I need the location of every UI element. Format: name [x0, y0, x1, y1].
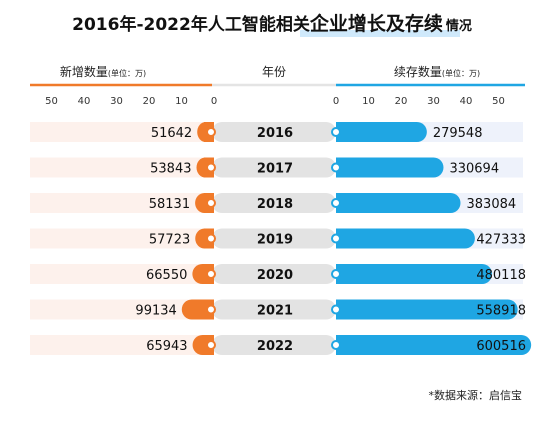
- right-axis-tick-label: 40: [460, 96, 473, 107]
- stock-count-bar: [336, 264, 493, 284]
- new-count-value-label: 57723: [149, 233, 190, 248]
- new-count-value-label: 51642: [151, 126, 192, 141]
- year-label: 2020: [257, 268, 293, 283]
- new-count-dot: [206, 340, 216, 350]
- new-count-value-label: 66550: [146, 268, 187, 283]
- stock-count-bar: [336, 335, 532, 355]
- left-axis-tick-label: 40: [78, 96, 91, 107]
- left-row-band: [30, 299, 214, 320]
- new-count-dot: [206, 127, 216, 137]
- year-pill: [212, 335, 336, 355]
- stock-count-dot: [331, 233, 341, 244]
- year-label: 2022: [257, 339, 293, 354]
- source-note: *数据来源：启信宝: [429, 388, 523, 402]
- stock-count-value-label: 600516: [476, 339, 526, 354]
- right-axis-tick-label: 50: [492, 96, 505, 107]
- right-axis-tick-label: 0: [333, 96, 339, 107]
- year-pill: [212, 157, 336, 178]
- left-axis-tick-label: 10: [175, 96, 188, 107]
- stock-count-dot: [331, 269, 341, 279]
- stock-count-bar: [336, 228, 475, 249]
- stock-count-value-label: 279548: [433, 126, 483, 141]
- left-axis-tick-label: 0: [211, 96, 217, 107]
- new-count-value-label: 65943: [146, 339, 187, 354]
- new-count-value-label: 53843: [150, 162, 191, 177]
- stock-count-dot: [331, 304, 341, 315]
- axis-layer: 50 40 30 20 10 0 0 10 20 30 40 50: [45, 96, 505, 107]
- chart-title-part2: 企业增长及存续: [309, 12, 443, 35]
- new-count-dot: [206, 304, 216, 315]
- stock-count-bar: [336, 299, 518, 320]
- year-pill: [212, 228, 336, 249]
- year-label: 2019: [257, 233, 293, 248]
- stock-count-value-label: 480118: [476, 268, 526, 283]
- stock-count-value-label: 427333: [476, 233, 526, 248]
- right-header-label: 续存数量: [394, 64, 442, 79]
- left-row-band: [30, 193, 214, 213]
- new-count-value-label: 99134: [135, 304, 176, 319]
- row-layer: 2016 51642 279548 2017 53843 330694 2018 58131 3…: [30, 122, 532, 355]
- year-pill: [212, 264, 336, 284]
- stock-count-value-label: 558918: [476, 304, 526, 319]
- stock-count-dot: [331, 340, 341, 350]
- left-header-unit: (单位：万): [108, 68, 146, 78]
- chart-title-part1: 2016年-2022年人工智能相关: [72, 14, 310, 35]
- year-pill: [212, 193, 336, 213]
- year-label: 2021: [257, 304, 293, 319]
- stock-count-dot: [331, 127, 341, 137]
- chart-title-part3: 情况: [446, 18, 472, 34]
- center-header: 年份: [262, 65, 286, 79]
- stock-count-value-label: 383084: [467, 197, 517, 212]
- left-axis-tick-label: 30: [110, 96, 123, 107]
- left-row-band: [30, 228, 214, 249]
- title-highlight: [300, 30, 460, 37]
- year-label: 2016: [257, 126, 293, 141]
- left-row-band: [30, 264, 214, 284]
- stock-count-bar: [336, 193, 461, 213]
- right-axis-tick-label: 20: [395, 96, 408, 107]
- left-axis-tick-label: 50: [45, 96, 58, 107]
- year-pill: [212, 299, 336, 320]
- new-count-dot: [206, 233, 216, 244]
- left-row-band: [30, 157, 214, 178]
- left-header: 新增数量(单位：万): [60, 64, 146, 79]
- left-row-band: [30, 335, 214, 355]
- new-count-dot: [206, 162, 216, 173]
- right-header: 续存数量(单位：万): [394, 64, 480, 79]
- stock-count-value-label: 330694: [449, 162, 499, 177]
- stock-count-bar: [336, 122, 427, 142]
- new-count-dot: [206, 269, 216, 279]
- left-axis-tick-label: 20: [143, 96, 156, 107]
- new-count-dot: [206, 198, 216, 208]
- right-axis-tick-label: 10: [362, 96, 375, 107]
- stock-count-dot: [331, 162, 341, 173]
- right-axis-tick-label: 30: [427, 96, 440, 107]
- new-count-value-label: 58131: [149, 197, 190, 212]
- left-row-band: [30, 122, 214, 142]
- year-pill: [212, 122, 336, 142]
- right-header-unit: (单位：万): [442, 68, 480, 78]
- year-label: 2018: [257, 197, 293, 212]
- year-label: 2017: [257, 162, 293, 177]
- stock-count-dot: [331, 198, 341, 208]
- chart-title: 2016年-2022年人工智能相关企业增长及存续 情况: [72, 12, 472, 35]
- left-header-label: 新增数量: [60, 64, 108, 79]
- stock-count-bar: [336, 157, 444, 178]
